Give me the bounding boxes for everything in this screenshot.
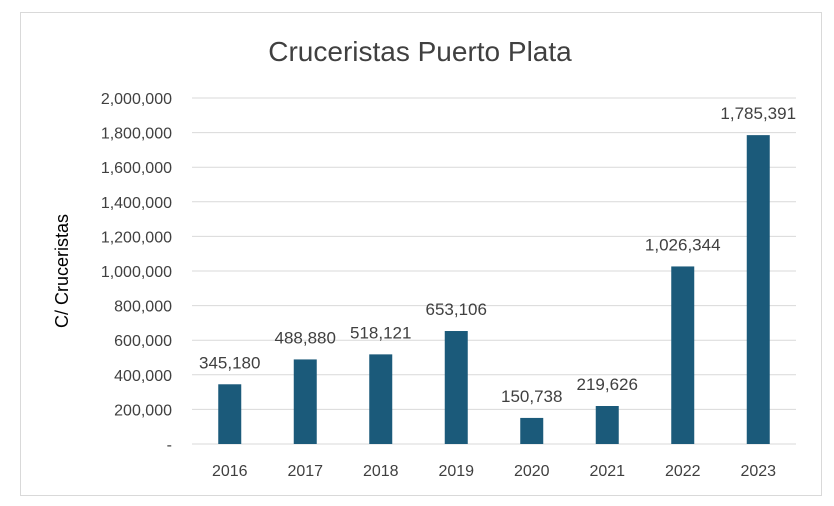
bar-2019 bbox=[444, 331, 468, 444]
bar-2022 bbox=[671, 266, 695, 444]
y-tick-label: 1,600,000 bbox=[101, 160, 172, 177]
y-tick-labels: - 200,000 400,000 600,000 800,000 1,000,000 1,… bbox=[101, 91, 172, 454]
x-tick-label-2020: 2020 bbox=[514, 463, 550, 480]
data-label-2020: 150,738 bbox=[501, 387, 562, 406]
y-tick-label: 800,000 bbox=[114, 299, 172, 316]
y-tick-label: 1,800,000 bbox=[101, 126, 172, 143]
bars bbox=[218, 135, 770, 444]
y-tick-label: 1,200,000 bbox=[101, 229, 172, 246]
y-tick-label: 1,400,000 bbox=[101, 195, 172, 212]
y-tick-label: 200,000 bbox=[114, 402, 172, 419]
y-tick-label: 1,000,000 bbox=[101, 264, 172, 281]
x-tick-label-2023: 2023 bbox=[740, 463, 776, 480]
y-tick-label: 600,000 bbox=[114, 333, 172, 350]
x-tick-label-2019: 2019 bbox=[438, 463, 474, 480]
bar-2020 bbox=[520, 417, 544, 444]
data-label-2023: 1,785,391 bbox=[720, 104, 796, 123]
y-tick-label: 2,000,000 bbox=[101, 91, 172, 108]
y-tick-label: 400,000 bbox=[114, 368, 172, 385]
x-tick-labels: 2016 2017 2018 2019 2020 2021 2022 2023 bbox=[212, 463, 776, 480]
x-tick-label-2018: 2018 bbox=[363, 463, 399, 480]
x-tick-label-2017: 2017 bbox=[287, 463, 323, 480]
x-tick-label-2021: 2021 bbox=[589, 463, 625, 480]
y-tick-label: - bbox=[167, 437, 172, 454]
y-axis-label: C/ Cruceristas bbox=[52, 214, 72, 328]
data-labels: 345,180 488,880 518,121 653,106 150,738 219,6… bbox=[199, 104, 796, 406]
data-label-2021: 219,626 bbox=[577, 375, 638, 394]
data-label-2018: 518,121 bbox=[350, 323, 411, 342]
data-label-2016: 345,180 bbox=[199, 353, 260, 372]
bar-2023 bbox=[746, 135, 770, 444]
bar-2018 bbox=[369, 354, 393, 444]
bar-2017 bbox=[293, 359, 317, 444]
chart-title: Cruceristas Puerto Plata bbox=[268, 36, 572, 67]
data-label-2017: 488,880 bbox=[275, 328, 336, 347]
x-tick-label-2022: 2022 bbox=[665, 463, 701, 480]
x-tick-label-2016: 2016 bbox=[212, 463, 248, 480]
data-label-2019: 653,106 bbox=[426, 300, 487, 319]
bar-2016 bbox=[218, 384, 242, 444]
gridlines bbox=[192, 97, 796, 445]
bar-2021 bbox=[595, 406, 619, 444]
data-label-2022: 1,026,344 bbox=[645, 235, 721, 254]
